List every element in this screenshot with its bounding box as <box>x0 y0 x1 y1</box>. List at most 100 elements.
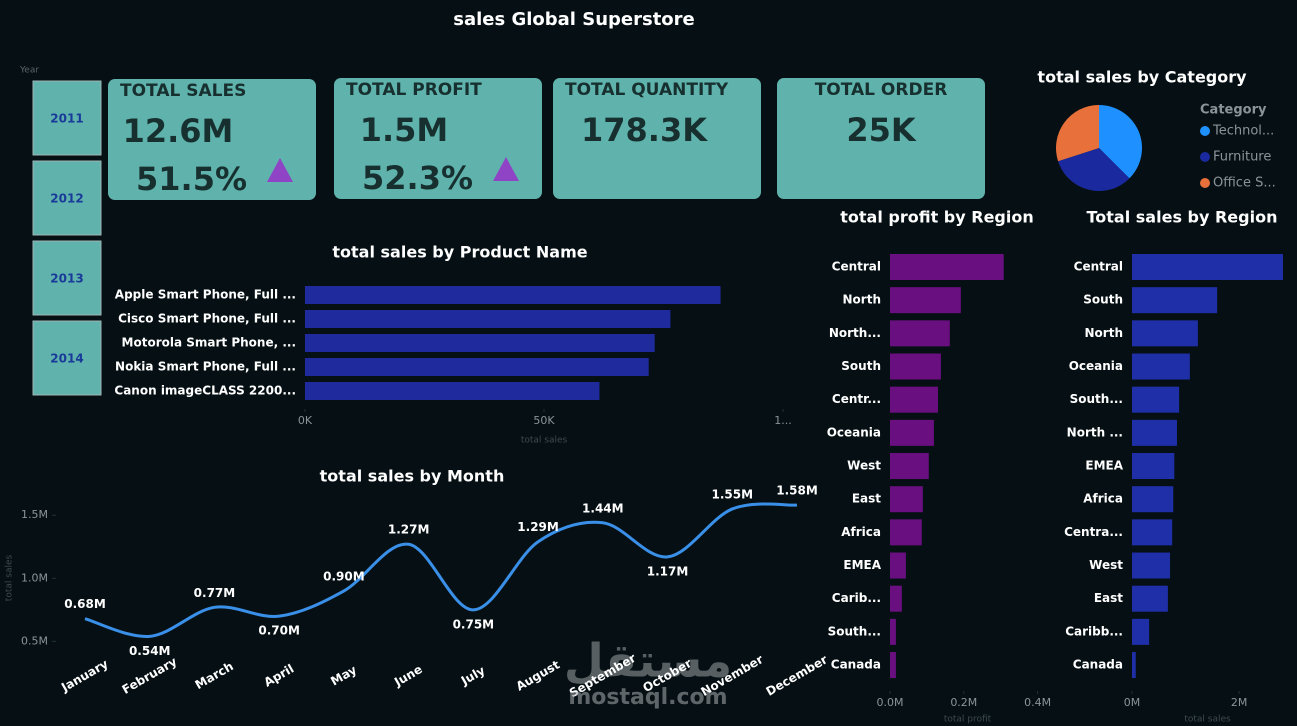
year-label: 2013 <box>50 272 83 286</box>
data-label: 0.54M <box>129 644 171 658</box>
category-label: South... <box>1070 392 1123 406</box>
dashboard-title: sales Global Superstore <box>453 9 695 30</box>
x-axis-label: total profit <box>944 715 992 725</box>
category-label: Motorola Smart Phone, ... <box>122 336 296 350</box>
legend-label: Office S... <box>1213 176 1276 191</box>
bar <box>1132 320 1198 347</box>
category-label: East <box>852 492 881 506</box>
data-label: 1.29M <box>517 520 559 534</box>
bar <box>1132 386 1180 413</box>
x-tick-label: 50K <box>533 414 555 427</box>
legend-dot <box>1200 178 1210 188</box>
kpi-change: 51.5% <box>136 160 247 198</box>
data-label: 0.70M <box>258 624 300 638</box>
data-label: 1.58M <box>776 484 818 498</box>
legend-label: Technol... <box>1212 124 1274 139</box>
kpi-card <box>108 79 316 200</box>
kpi-card <box>334 78 542 199</box>
category-label: Oceania <box>827 425 881 439</box>
kpi-value: 12.6M <box>123 112 234 150</box>
bar <box>890 386 938 413</box>
bar <box>1132 254 1283 280</box>
category-label: North <box>843 293 881 307</box>
category-label: West <box>847 459 881 473</box>
bar <box>305 334 655 352</box>
bar <box>1132 552 1171 579</box>
bar <box>890 618 896 645</box>
bar <box>890 353 941 380</box>
bar <box>305 286 721 304</box>
bar <box>890 486 923 513</box>
category-label: Canada <box>1073 658 1123 672</box>
watermark-latin: mostaql.com <box>568 685 727 710</box>
category-label: EMEA <box>1085 459 1123 473</box>
data-label: 0.77M <box>194 586 236 600</box>
x-axis-label: total sales <box>1184 715 1231 725</box>
kpi-value: 1.5M <box>360 111 449 149</box>
category-label: Africa <box>841 525 881 539</box>
kpi-label: TOTAL SALES <box>120 81 246 101</box>
kpi-change: 52.3% <box>362 159 473 197</box>
year-button[interactable] <box>32 240 102 316</box>
x-tick-label: 2M <box>1231 696 1248 709</box>
data-label: 0.90M <box>323 569 365 583</box>
category-label: North ... <box>1067 425 1123 439</box>
kpi-card <box>777 78 985 199</box>
data-label: 1.17M <box>647 564 689 578</box>
bar <box>1132 519 1173 546</box>
data-label: 1.55M <box>711 487 753 501</box>
bar <box>1132 287 1218 314</box>
category-label: North <box>1085 326 1123 340</box>
data-label: 1.27M <box>388 523 430 537</box>
kpi-label: TOTAL ORDER <box>815 80 948 100</box>
category-label: Cisco Smart Phone, Full ... <box>118 312 296 326</box>
kpi-value: 178.3K <box>581 111 708 149</box>
y-tick-label: 1.5M <box>21 508 48 521</box>
year-label: 2012 <box>50 192 83 206</box>
pie-slice <box>1058 148 1130 192</box>
pie-slice <box>1099 105 1142 179</box>
category-label: West <box>1089 558 1123 572</box>
year-button[interactable] <box>32 160 102 236</box>
category-label: Central <box>832 260 881 274</box>
chart-title: total sales by Product Name <box>332 243 587 262</box>
category-label: Nokia Smart Phone, Full ... <box>115 360 296 374</box>
bar <box>890 254 1004 280</box>
kpi-card <box>553 78 761 199</box>
bar <box>305 310 671 328</box>
bar <box>890 320 950 347</box>
watermark-arabic: مستقل <box>564 634 732 688</box>
category-label: East <box>1094 591 1123 605</box>
bar <box>305 382 600 400</box>
bar <box>1132 486 1174 513</box>
up-triangle <box>493 157 519 181</box>
category-label: South <box>841 359 881 373</box>
chart-title: total sales by Month <box>320 467 505 486</box>
y-tick-label: 1.0M <box>21 571 48 584</box>
bar <box>890 287 961 314</box>
category-label: Central <box>1074 260 1123 274</box>
up-triangle <box>267 158 293 182</box>
year-button[interactable] <box>32 80 102 156</box>
pie-slice <box>1056 105 1099 162</box>
x-tick-label: 0K <box>298 414 313 427</box>
x-tick-label: 0.4M <box>1024 696 1051 709</box>
year-button[interactable] <box>32 320 102 396</box>
category-label: Oceania <box>1069 359 1123 373</box>
category-label: Canon imageCLASS 2200... <box>114 384 296 398</box>
bar <box>890 419 934 446</box>
kpi-label: TOTAL QUANTITY <box>565 80 729 100</box>
bar <box>890 652 896 679</box>
category-label: Carib... <box>832 591 881 605</box>
legend-label: Furniture <box>1213 150 1271 165</box>
chart-title: total sales by Category <box>1037 68 1247 87</box>
kpi-value: 25K <box>846 111 917 149</box>
category-label: Canada <box>831 658 881 672</box>
x-tick-label: 0.0M <box>877 696 904 709</box>
category-label: Centra... <box>1064 525 1123 539</box>
category-label: Africa <box>1083 492 1123 506</box>
bar <box>1132 652 1136 679</box>
x-tick-label: 0.2M <box>950 696 977 709</box>
